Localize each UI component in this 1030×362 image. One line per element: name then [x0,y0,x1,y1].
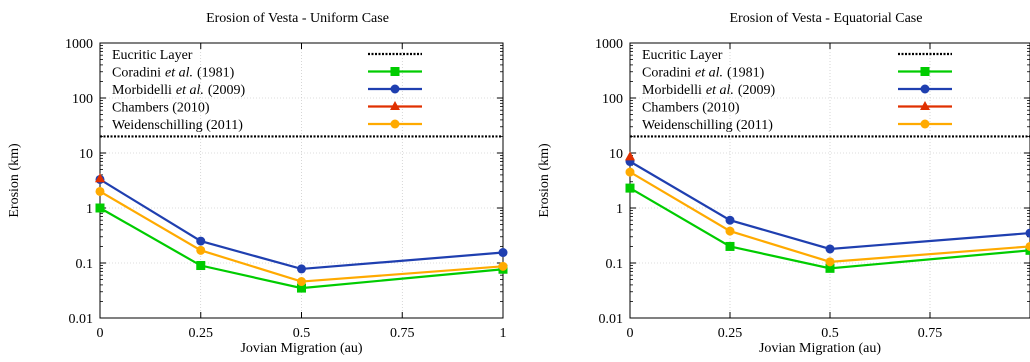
x-axis-label: Jovian Migration (au) [759,341,881,356]
y-axis-label: Erosion (km) [7,143,22,218]
legend-name: Coradini [642,66,691,81]
legend-name-suffix: (1981) [197,66,235,81]
series-line-1 [99,207,504,290]
y-tick-label: 100 [72,92,93,107]
data-point-series-3 [95,173,105,183]
series-line-4 [99,190,504,283]
legend-name-italic: et al. [695,66,723,81]
legend-name: Morbidelli [112,83,172,98]
data-point-series-2 [196,236,206,246]
data-point-series-1 [297,283,306,293]
legend-marker-series-4 [920,119,930,129]
x-tick-label: 0 [97,326,104,341]
data-point-series-1 [95,203,105,213]
chart-panel-2: 0.01 0.1 1 10 100 1000 0 0.25 0.5 0.75 Erosion of … [537,11,1030,356]
data-point-series-2 [725,215,735,225]
legend-label-series-3: Chambers (2010) [642,101,740,116]
series-line-4 [629,171,1030,263]
legend-name-italic: et al. [176,83,204,98]
legend-label-series-3: Chambers (2010) [112,101,210,116]
legend-name-italic: et al. [165,66,193,81]
x-tick-label: 0.5 [293,326,311,341]
data-point-series-1 [825,263,835,273]
data-point-series-1 [625,183,635,193]
y-tick-label: 100 [602,92,623,107]
y-tick-label: 0.1 [76,257,94,272]
x-tick-label: 0.25 [189,326,214,341]
data-point-series-3 [625,151,635,161]
y-tick-label: 0.1 [606,257,624,272]
x-tick-label: 0 [627,326,634,341]
legend-marker-series-3 [390,101,400,110]
legend-label-eucritic: Eucritic Layer [112,48,193,63]
legend-name-suffix: (2009) [738,83,776,98]
legend-label-eucritic: Eucritic Layer [642,48,723,63]
data-point-series-4 [825,257,835,267]
data-point-series-2 [498,248,508,258]
series-line-2 [99,178,504,271]
data-point-series-1 [725,241,735,251]
legend-name-italic: et al. [706,83,734,98]
y-tick-label: 1 [86,202,93,217]
legend-marker-series-4 [390,119,400,129]
data-point-series-2 [297,264,306,274]
x-tick-label: 0.75 [390,326,415,341]
legend-name: Weidenschilling (2011) [112,118,243,133]
chart-title: Erosion of Vesta - Equatorial Case [730,11,923,26]
y-tick-label: 1000 [595,37,623,52]
legend-marker-series-2 [390,84,400,94]
data-point-series-4 [725,226,735,236]
legend-label-series-1: Coradini et al. (1981) [642,66,765,81]
legend-marker-series-3 [920,101,930,110]
legend-name: Coradini [112,66,161,81]
legend-marker-series-1 [390,67,400,76]
y-tick-label: 10 [609,147,623,162]
legend-label-series-4: Weidenschilling (2011) [112,118,243,133]
legend-name: Weidenschilling (2011) [642,118,773,133]
legend-marker-series-1 [920,67,930,76]
data-point-series-1 [196,261,206,271]
y-tick-label: 10 [79,147,93,162]
y-tick-label: 1000 [65,37,93,52]
data-point-series-4 [196,245,206,255]
data-point-series-4 [95,186,105,196]
legend-name: Morbidelli [642,83,702,98]
x-tick-label: 0.25 [718,326,743,341]
data-point-series-4 [498,261,508,271]
legend-label-series-2: Morbidelli et al. (2009) [112,83,246,98]
legend-label-series-2: Morbidelli et al. (2009) [642,83,776,98]
chart-title: Erosion of Vesta - Uniform Case [206,11,389,26]
data-point-series-2 [1025,228,1030,238]
y-tick-label: 0.01 [69,312,94,327]
legend-name: Chambers (2010) [112,101,210,116]
series-line-1 [629,187,1030,270]
x-tick-label: 0.75 [918,326,943,341]
legend-name-suffix: (2009) [208,83,246,98]
legend-label-series-1: Coradini et al. (1981) [112,66,235,81]
x-axis-label: Jovian Migration (au) [240,341,362,356]
y-tick-label: 0.01 [599,312,624,327]
y-axis-label: Erosion (km) [537,143,552,218]
legend-name: Chambers (2010) [642,101,740,116]
data-point-series-2 [825,244,835,254]
series-line-2 [629,160,1030,251]
legend-label-series-4: Weidenschilling (2011) [642,118,773,133]
y-tick-label: 1 [616,202,623,217]
x-tick-label: 1 [500,326,507,341]
legend-name-suffix: (1981) [727,66,765,81]
data-point-series-4 [1025,241,1030,251]
legend-marker-series-2 [920,84,930,94]
data-point-series-4 [625,167,635,177]
chart-panel-1: 0.01 0.1 1 10 100 1000 0 0.25 0.5 0.75 1 Erosion of… [7,11,508,356]
x-tick-label: 0.5 [821,326,839,341]
data-point-series-4 [297,277,306,287]
